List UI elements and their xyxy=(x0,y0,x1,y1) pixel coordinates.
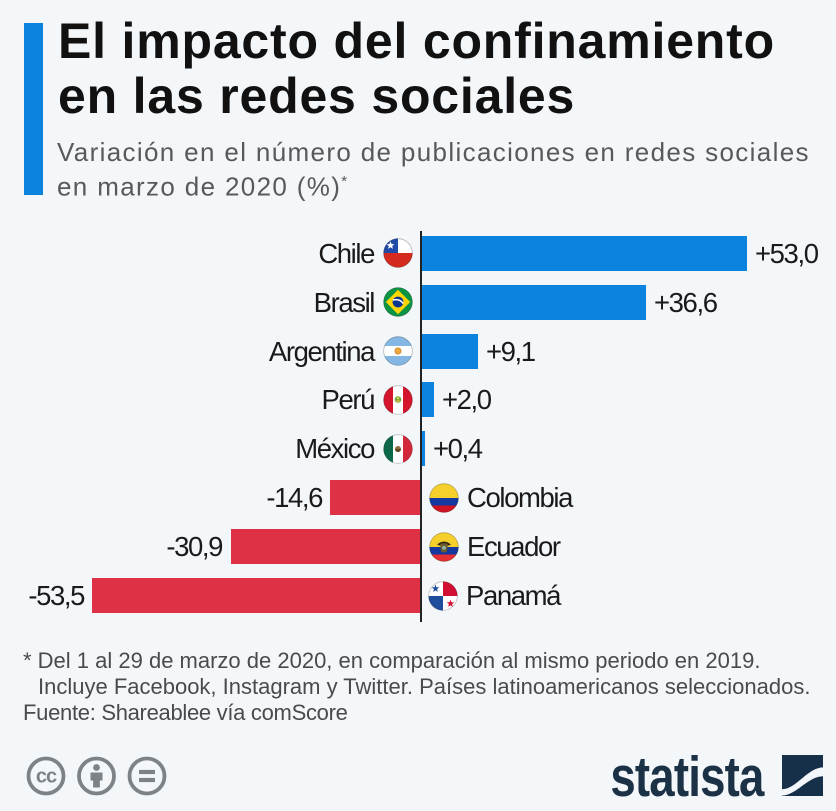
svg-text:cc: cc xyxy=(36,766,57,788)
